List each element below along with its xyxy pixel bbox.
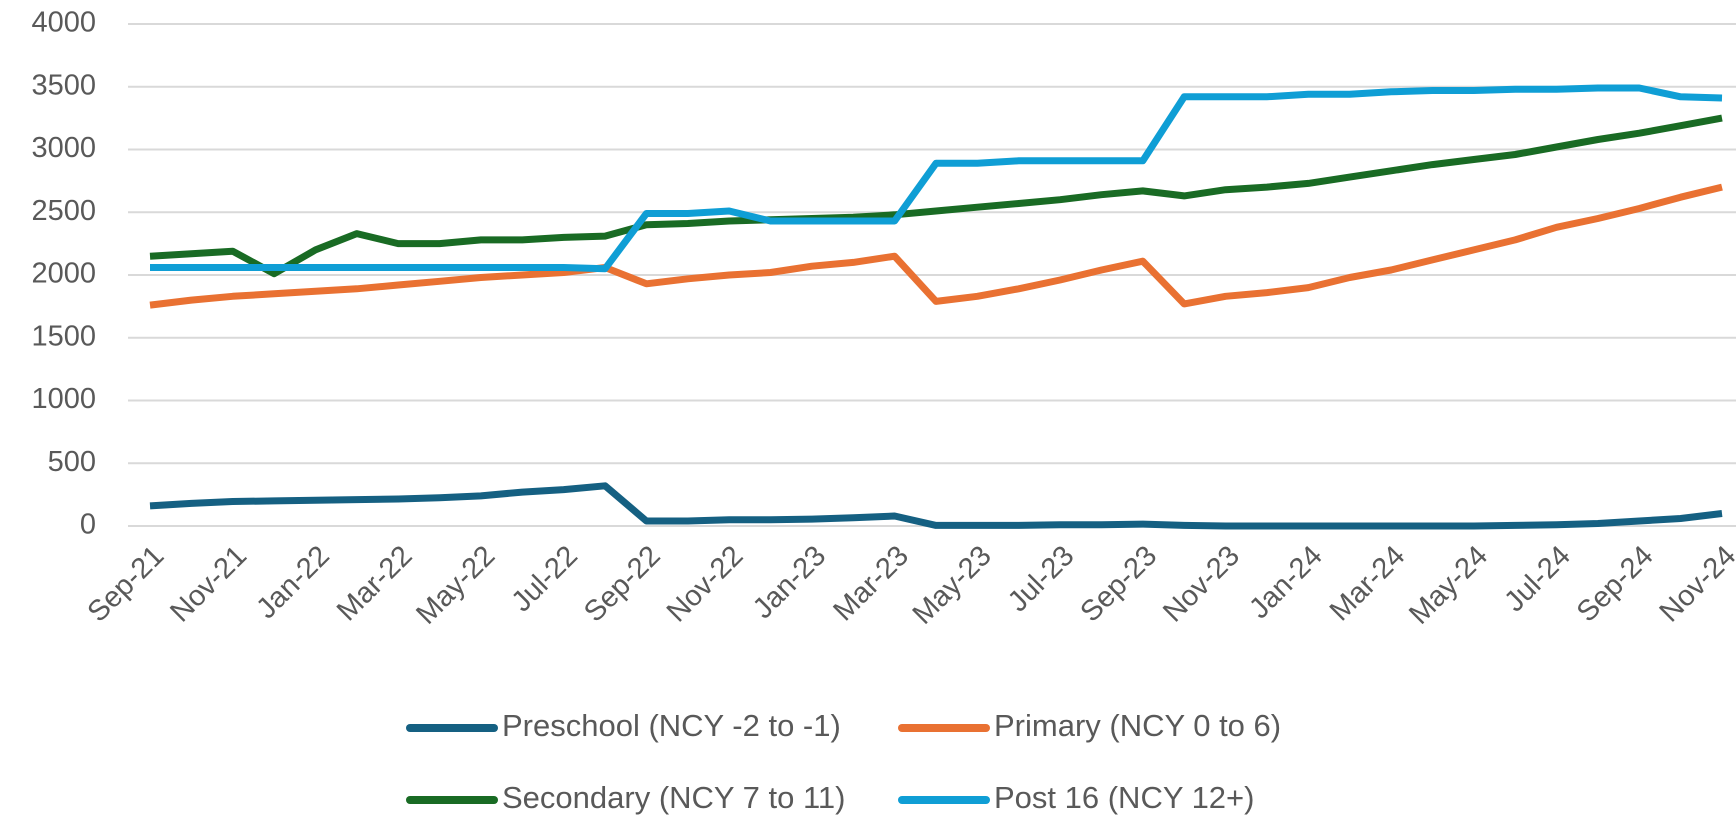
legend-label: Post 16 (NCY 12+) [994,780,1254,815]
x-tick-label: Nov-24 [1654,540,1736,629]
y-tick-label: 4000 [31,7,96,39]
x-tick-label: Mar-23 [827,540,915,628]
x-tick-label: Mar-22 [331,540,419,628]
x-tick-label: Nov-22 [661,540,750,629]
x-tick-label: Nov-21 [164,540,253,629]
y-tick-label: 3000 [31,132,96,164]
y-tick-label: 0 [80,509,96,541]
x-tick-label: Jul-22 [506,540,584,618]
x-tick-label: May-22 [410,540,501,631]
legend-label: Secondary (NCY 7 to 11) [502,780,845,815]
x-tick-label: Sep-23 [1074,540,1163,629]
x-tick-label: Jul-23 [1002,540,1080,618]
series-line [149,183,1723,309]
x-tick-label: Jan-22 [251,540,336,625]
x-tick-label: Sep-22 [578,540,667,629]
x-tick-label: Jan-23 [747,540,832,625]
series-line [150,84,1723,273]
y-tick-label: 1500 [31,320,96,352]
x-tick-label: May-24 [1403,540,1494,631]
x-tick-label: Jul-24 [1498,540,1576,618]
series-line [149,114,1723,278]
y-tick-label: 3500 [31,69,96,101]
x-tick-label: Sep-24 [1571,540,1660,629]
y-tick-label: 2500 [31,195,96,227]
x-tick-label: Mar-24 [1324,540,1412,628]
y-tick-label: 2000 [31,258,96,290]
x-tick-label: May-23 [907,540,998,631]
series-line [149,482,1723,530]
x-tick-label: Sep-21 [82,540,171,629]
legend-label: Preschool (NCY -2 to -1) [502,708,841,743]
y-tick-label: 500 [48,446,96,478]
x-tick-label: Jan-24 [1243,540,1328,625]
x-tick-label: Nov-23 [1157,540,1246,629]
legend-label: Primary (NCY 0 to 6) [994,708,1281,743]
y-tick-label: 1000 [31,383,96,415]
